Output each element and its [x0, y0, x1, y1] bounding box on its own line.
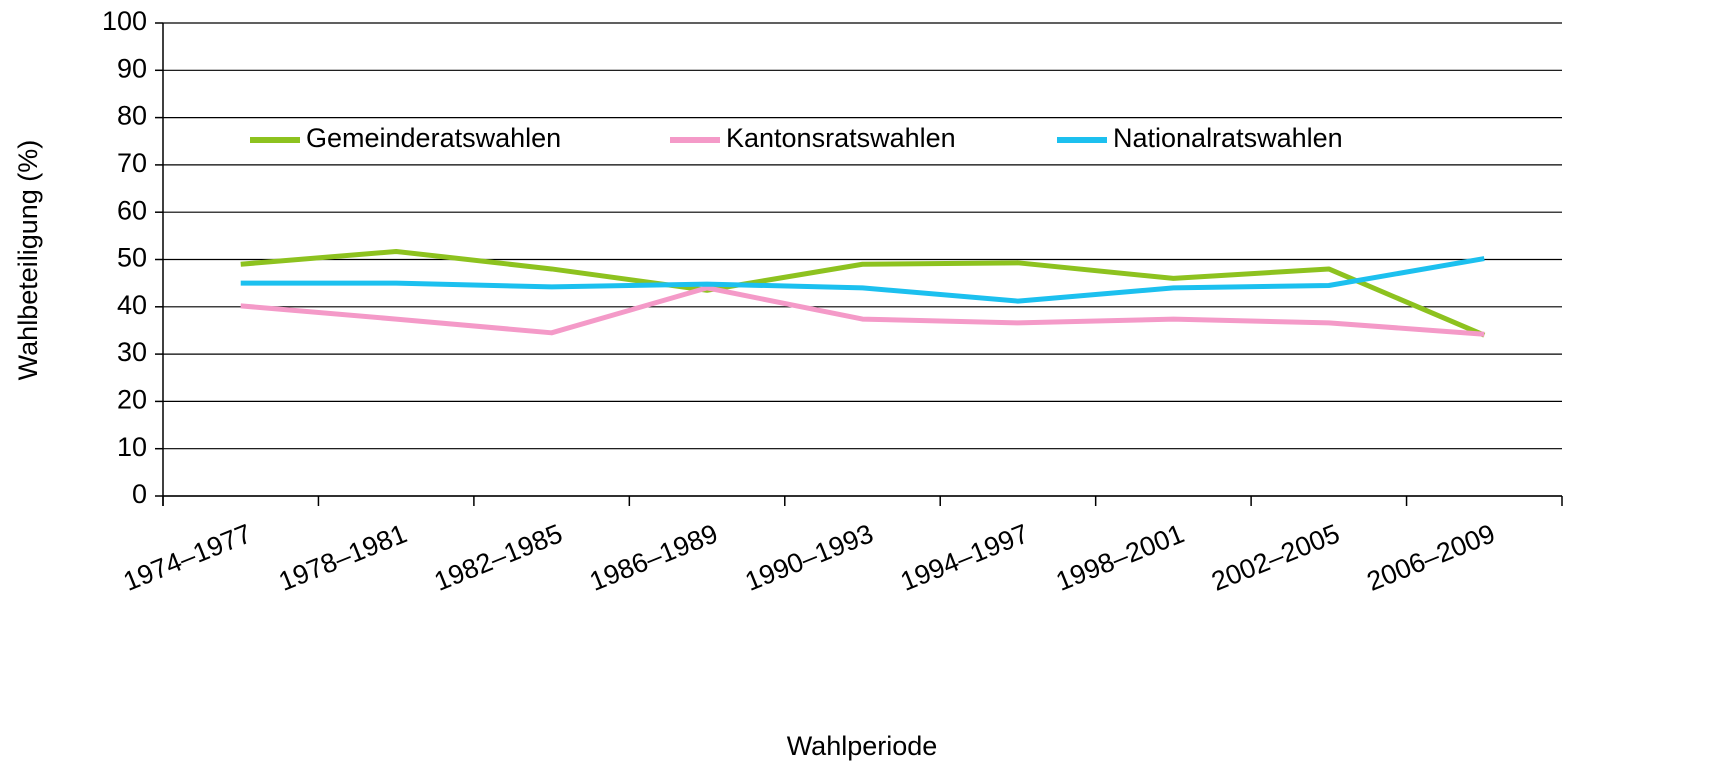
x-tick-label: 1978–1981 — [275, 518, 412, 596]
y-axis-title: Wahlbeteiligung (%) — [13, 140, 43, 381]
x-tick-label: 2002–2005 — [1207, 518, 1344, 596]
y-tick-label: 60 — [117, 195, 147, 225]
y-tick-label: 90 — [117, 53, 147, 83]
series-line — [240, 248, 1486, 338]
y-tick-label: 0 — [132, 479, 147, 509]
y-tick-label: 80 — [117, 101, 147, 131]
x-axis-title: Wahlperiode — [787, 731, 938, 761]
y-tick-label: 30 — [117, 337, 147, 367]
y-tick-label: 100 — [102, 6, 147, 36]
x-tick-label: 1974–1977 — [119, 518, 256, 596]
y-tick-label: 70 — [117, 148, 147, 178]
x-tick-label: 1982–1985 — [430, 518, 567, 596]
series-line — [240, 256, 1485, 304]
x-tick-label: 1990–1993 — [741, 518, 878, 596]
x-tick-label: 1998–2001 — [1052, 518, 1189, 596]
x-tick-label: 1986–1989 — [585, 518, 722, 596]
y-tick-label: 10 — [117, 432, 147, 462]
x-tick-label: 1994–1997 — [896, 518, 1033, 596]
legend-label: Nationalratswahlen — [1113, 123, 1343, 153]
y-tick-label: 20 — [117, 385, 147, 415]
y-tick-label: 50 — [117, 243, 147, 273]
y-tick-label: 40 — [117, 290, 147, 320]
x-tick-label: 2006–2009 — [1363, 518, 1500, 596]
legend-label: Kantonsratswahlen — [726, 123, 956, 153]
series-line — [240, 285, 1485, 337]
legend-label: Gemeinderatswahlen — [306, 123, 561, 153]
